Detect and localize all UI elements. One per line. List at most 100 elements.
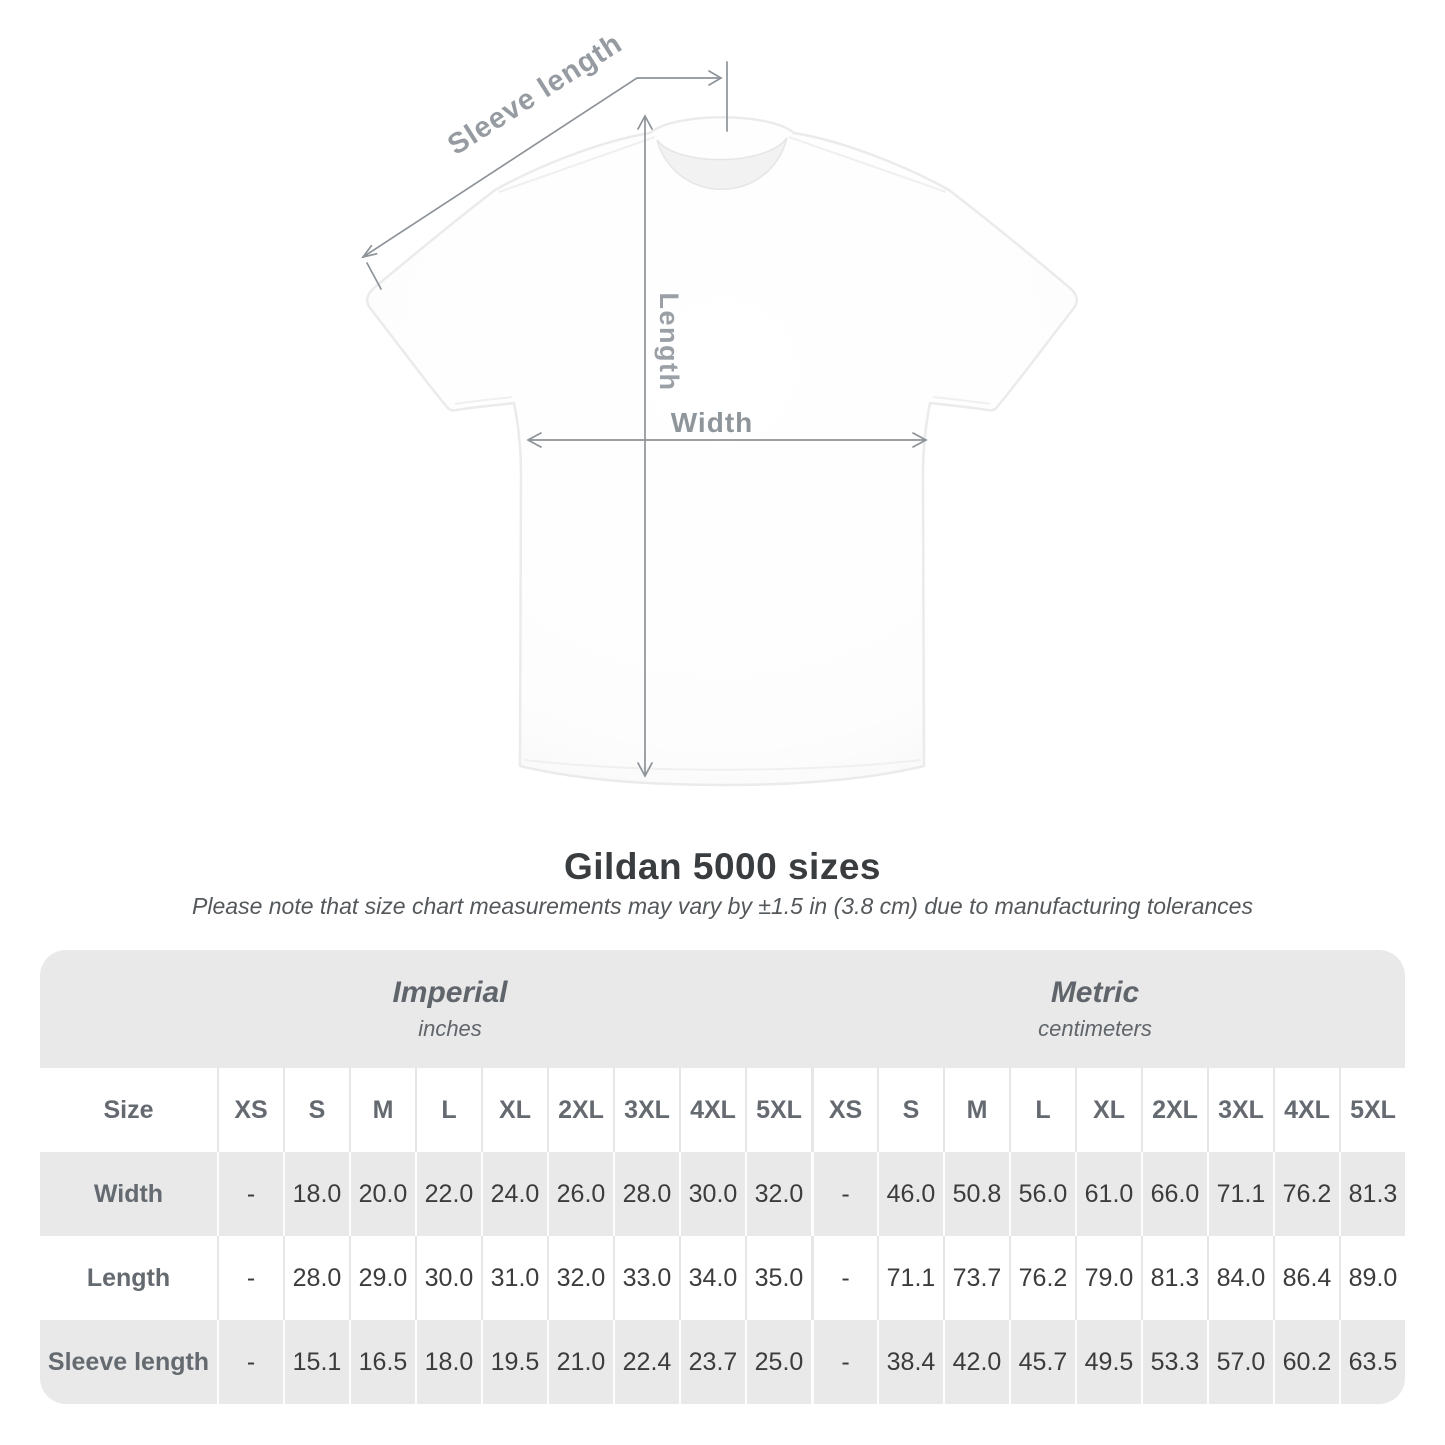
width-label: Width — [671, 407, 754, 438]
row-label: Width — [93, 1179, 164, 1208]
table-row: Width -18.0 20.0 22.0 24.0 26.0 28.0 30.0 32.0-4… — [40, 1152, 1405, 1236]
table-row: Length -28.0 29.0 30.0 31.0 32.0 33.0 34.0 35.0-… — [40, 1236, 1405, 1320]
size-col-header: 4XL — [1273, 1068, 1339, 1152]
size-col-header: XL — [481, 1068, 547, 1152]
row-label: Length — [86, 1263, 171, 1292]
size-col-header: L — [415, 1068, 481, 1152]
metric-unit: centimeters — [1038, 1016, 1152, 1041]
unit-header-band: Imperial inches Metric centimeters — [40, 950, 1405, 1068]
table-header-row: Size XS S M L XL 2XL 3XL 4XL 5XL XS S M L XL 2XL 3XL 4XL 5… — [40, 1068, 1405, 1152]
value-cell-imperial: 31.0 — [481, 1236, 547, 1320]
value-cell-imperial: - — [217, 1152, 283, 1236]
size-col-header: M — [349, 1068, 415, 1152]
value-cell-imperial: 22.0 — [415, 1152, 481, 1236]
value-cell-imperial: 18.0 — [283, 1152, 349, 1236]
value-cell-imperial: 16.5 — [349, 1320, 415, 1404]
value-cell-imperial: 20.0 — [349, 1152, 415, 1236]
value-cell-metric: 50.8 — [943, 1152, 1009, 1236]
size-col-header: L — [1009, 1068, 1075, 1152]
size-col-header: XL — [1075, 1068, 1141, 1152]
table-body: Width -18.0 20.0 22.0 24.0 26.0 28.0 30.0 32.0-4… — [40, 1152, 1405, 1404]
value-cell-imperial: 32.0 — [547, 1236, 613, 1320]
page-title: Gildan 5000 sizes — [563, 846, 881, 887]
value-cell-metric: 49.5 — [1075, 1320, 1141, 1404]
size-col-header: S — [283, 1068, 349, 1152]
size-col-header: 5XL — [745, 1068, 811, 1152]
width-arrow-right — [912, 432, 928, 448]
size-table: Imperial inches Metric centimeters Size X… — [40, 950, 1405, 1404]
value-cell-metric: 53.3 — [1141, 1320, 1207, 1404]
value-cell-imperial: 28.0 — [613, 1152, 679, 1236]
value-cell-metric: 73.7 — [943, 1236, 1009, 1320]
sleeve-length-label: Sleeve length — [442, 27, 628, 161]
length-arrow-bottom — [637, 762, 653, 778]
value-cell-metric: 38.4 — [877, 1320, 943, 1404]
size-column-header: Size — [103, 1095, 154, 1124]
value-cell-imperial: 24.0 — [481, 1152, 547, 1236]
size-col-header: 4XL — [679, 1068, 745, 1152]
size-col-header: 2XL — [1141, 1068, 1207, 1152]
value-cell-metric: 60.2 — [1273, 1320, 1339, 1404]
width-arrow-left — [526, 432, 542, 448]
value-cell-imperial: 33.0 — [613, 1236, 679, 1320]
value-cell-metric: 84.0 — [1207, 1236, 1273, 1320]
table-row: Sleeve length -15.1 16.5 18.0 19.5 21.0 22.4 23… — [40, 1320, 1405, 1404]
value-cell-metric: 81.3 — [1339, 1152, 1405, 1236]
value-cell-metric: 61.0 — [1075, 1152, 1141, 1236]
value-cell-metric: - — [811, 1152, 877, 1236]
size-col-header: S — [877, 1068, 943, 1152]
size-col-header: 3XL — [613, 1068, 679, 1152]
value-cell-metric: 66.0 — [1141, 1152, 1207, 1236]
value-cell-imperial: 21.0 — [547, 1320, 613, 1404]
size-col-header: M — [943, 1068, 1009, 1152]
value-cell-imperial: - — [217, 1236, 283, 1320]
value-cell-metric: 45.7 — [1009, 1320, 1075, 1404]
value-cell-imperial: 26.0 — [547, 1152, 613, 1236]
value-cell-metric: 89.0 — [1339, 1236, 1405, 1320]
value-cell-metric: 81.3 — [1141, 1236, 1207, 1320]
value-cell-metric: 56.0 — [1009, 1152, 1075, 1236]
value-cell-metric: - — [811, 1236, 877, 1320]
imperial-group-header: Imperial inches — [40, 950, 860, 1068]
value-cell-imperial: - — [217, 1320, 283, 1404]
imperial-unit: inches — [418, 1016, 482, 1041]
value-cell-metric: 42.0 — [943, 1320, 1009, 1404]
value-cell-metric: 86.4 — [1273, 1236, 1339, 1320]
tshirt-diagram-svg: Sleeve length Length Width — [360, 27, 1079, 787]
value-cell-metric: 46.0 — [877, 1152, 943, 1236]
value-cell-imperial: 30.0 — [415, 1236, 481, 1320]
size-col-header: 2XL — [547, 1068, 613, 1152]
size-col-header: XS — [811, 1068, 877, 1152]
sleeve-tip-tick-line — [366, 262, 382, 290]
sleeve-measure-line — [362, 77, 722, 258]
imperial-label: Imperial — [392, 976, 508, 1009]
sleeve-arrow-right — [708, 70, 723, 86]
tshirt-seams — [454, 136, 991, 771]
value-cell-imperial: 19.5 — [481, 1320, 547, 1404]
value-cell-metric: 71.1 — [877, 1236, 943, 1320]
row-label: Sleeve length — [47, 1347, 210, 1376]
value-cell-metric: 76.2 — [1009, 1236, 1075, 1320]
tshirt-collar — [656, 137, 788, 190]
value-cell-imperial: 32.0 — [745, 1152, 811, 1236]
size-col-header: 5XL — [1339, 1068, 1405, 1152]
length-label: Length — [654, 293, 684, 392]
value-cell-metric: 63.5 — [1339, 1320, 1405, 1404]
value-cell-metric: 57.0 — [1207, 1320, 1273, 1404]
value-cell-imperial: 29.0 — [349, 1236, 415, 1320]
size-col-header: XS — [217, 1068, 283, 1152]
value-cell-metric: 79.0 — [1075, 1236, 1141, 1320]
value-cell-metric: 76.2 — [1273, 1152, 1339, 1236]
value-cell-imperial: 22.4 — [613, 1320, 679, 1404]
tshirt-measurement-diagram: Sleeve length Length Width — [360, 27, 1079, 787]
sleeve-arrow-left — [360, 244, 378, 259]
value-cell-imperial: 30.0 — [679, 1152, 745, 1236]
tshirt-silhouette — [365, 116, 1079, 787]
value-cell-metric: - — [811, 1320, 877, 1404]
value-cell-imperial: 34.0 — [679, 1236, 745, 1320]
value-cell-imperial: 25.0 — [745, 1320, 811, 1404]
value-cell-imperial: 35.0 — [745, 1236, 811, 1320]
metric-label: Metric — [1050, 976, 1140, 1009]
value-cell-imperial: 23.7 — [679, 1320, 745, 1404]
